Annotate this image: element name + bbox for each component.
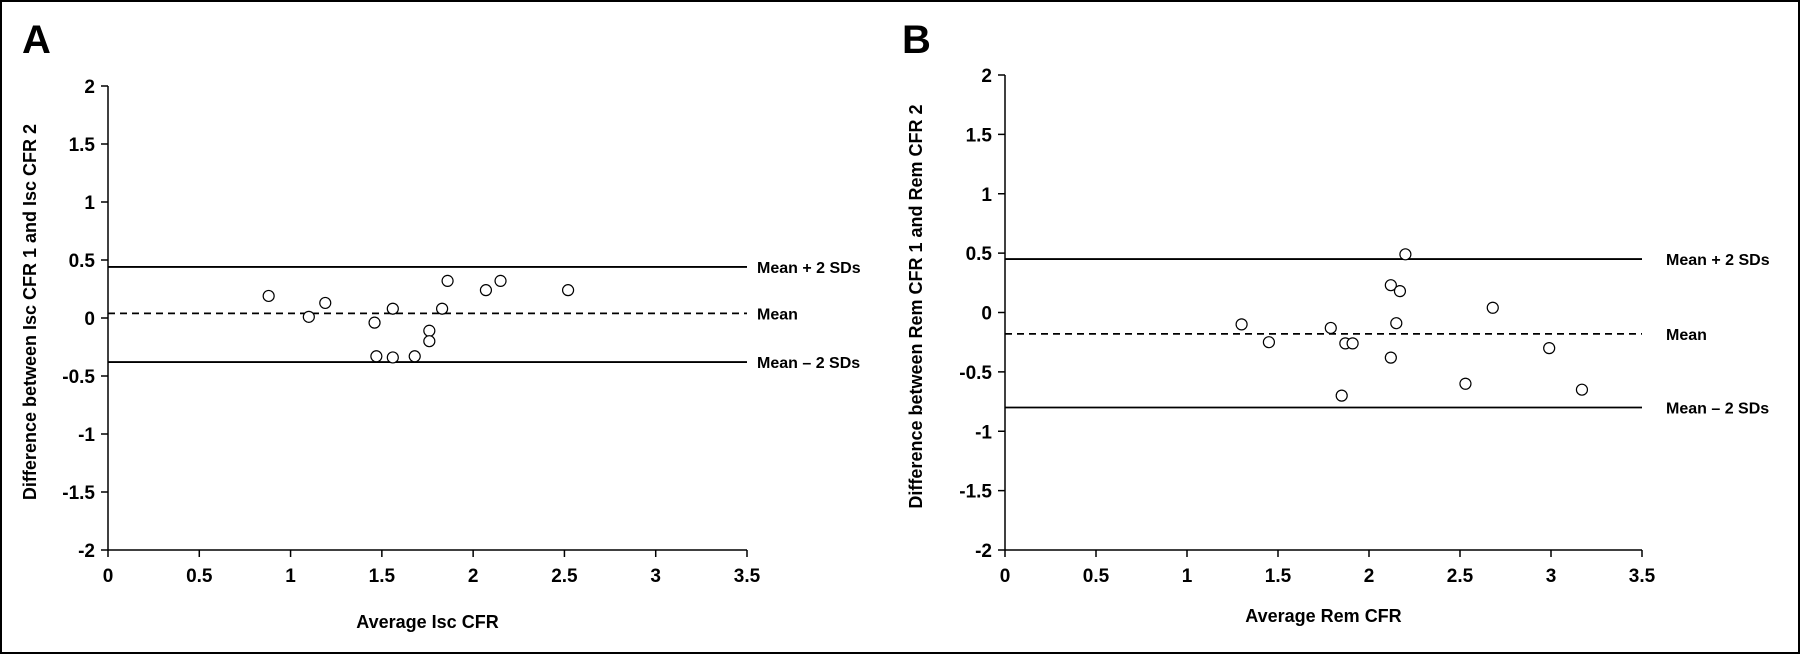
data-point [1346,337,1359,350]
y-tick-label: 0 [981,304,992,325]
x-tick-label: 0 [103,566,114,587]
data-point [423,324,436,337]
x-tick-label: 1 [285,566,296,587]
y-tick-label: -1 [78,425,95,446]
x-tick-label: 2 [1364,566,1375,587]
reference-line-label: Mean + 2 SDs [1666,252,1770,269]
data-point [1324,321,1337,335]
reference-line-label: Mean [757,306,798,323]
data-point [1384,351,1397,364]
x-tick-label: 3 [650,566,661,587]
x-axis-title: Average Rem CFR [1245,606,1401,626]
y-tick-label: -1.5 [959,482,992,503]
data-point [436,302,449,315]
x-tick-label: 3 [1546,566,1557,587]
data-point [1335,389,1348,402]
data-point [370,350,383,363]
y-tick-label: -0.5 [959,363,992,384]
data-point [262,289,275,303]
y-axis-title: Difference between Isc CFR 1 and Isc CFR… [20,124,40,500]
data-point [423,335,436,348]
y-tick-label: 1 [84,193,95,214]
data-point [1399,248,1412,261]
x-tick-label: 1.5 [369,566,396,587]
y-tick-label: 1.5 [966,125,993,146]
data-point [386,302,399,315]
data-point [1575,383,1589,396]
x-tick-label: 2.5 [551,566,578,587]
y-tick-label: -1 [975,422,992,443]
y-tick-label: 0 [84,309,95,330]
x-tick-label: 2.5 [1447,566,1474,587]
data-point [319,296,332,310]
x-tick-label: 2 [468,566,479,587]
panel-a-label: A [22,18,51,62]
y-tick-label: -2 [78,541,95,562]
data-point [561,284,575,297]
data-point [1459,377,1472,390]
data-point [1543,342,1556,355]
data-point [1486,301,1499,314]
x-tick-label: 0 [1000,566,1011,587]
data-point [1262,336,1276,349]
panel-a: A 2 1.5 1 0.5 0 -0.5 -1 -1.5 -2 0 0.5 1 1.5 2 2.5 3 3.5 A… [20,18,861,632]
data-point [386,351,399,364]
y-axis-title: Difference between Rem CFR 1 and Rem CFR… [906,104,926,508]
data-point [1393,285,1407,298]
y-tick-label: -1.5 [62,483,95,504]
x-axis-title: Average Isc CFR [356,612,498,632]
reference-line-label: Mean [1666,327,1707,344]
panel-b: B 2 1.5 1 0.5 0 -0.5 -1 -1.5 -2 0 0.5 1 1.5 2 2.5 3 3.5 A… [902,18,1770,626]
data-point [494,274,507,287]
data-point [1390,317,1403,330]
x-tick-label: 0.5 [1083,566,1110,587]
y-tick-label: 2 [84,77,95,98]
y-tick-label: 1 [981,185,992,206]
y-tick-label: 2 [981,66,992,87]
panel-b-label: B [902,18,931,62]
data-point [479,284,493,297]
y-tick-label: 1.5 [69,135,96,156]
reference-line-label: Mean – 2 SDs [757,355,860,372]
data-point [1235,318,1248,331]
reference-line-label: Mean + 2 SDs [757,260,861,277]
data-point [441,274,454,287]
y-tick-label: -2 [975,541,992,562]
data-point [302,310,315,323]
y-tick-label: 0.5 [966,244,993,265]
x-tick-label: 0.5 [186,566,213,587]
y-tick-label: 0.5 [69,251,96,272]
reference-line-label: Mean – 2 SDs [1666,401,1769,418]
data-point [368,316,381,329]
x-tick-label: 1 [1182,566,1193,587]
y-tick-label: -0.5 [62,367,95,388]
data-point [408,350,421,363]
data-point [1384,279,1397,292]
x-tick-label: 3.5 [1629,566,1656,587]
x-tick-label: 3.5 [734,566,761,587]
x-tick-label: 1.5 [1265,566,1292,587]
